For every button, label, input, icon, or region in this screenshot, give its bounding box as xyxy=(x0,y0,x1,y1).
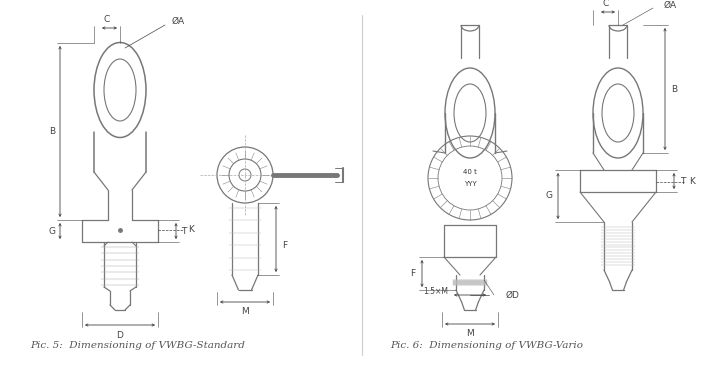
Text: F: F xyxy=(411,269,416,277)
Text: D: D xyxy=(116,330,124,340)
Text: T: T xyxy=(680,177,685,185)
Text: G: G xyxy=(545,191,552,201)
Text: 1.5×M: 1.5×M xyxy=(424,287,448,297)
Text: Pic. 5:  Dimensioning of VWBG-Standard: Pic. 5: Dimensioning of VWBG-Standard xyxy=(30,340,245,350)
Text: K: K xyxy=(689,177,695,187)
Text: K: K xyxy=(188,226,194,234)
Text: B: B xyxy=(49,127,55,135)
Text: M: M xyxy=(466,329,474,337)
Text: Pic. 6:  Dimensioning of VWBG-Vario: Pic. 6: Dimensioning of VWBG-Vario xyxy=(390,340,583,350)
Text: T: T xyxy=(181,226,187,236)
Text: F: F xyxy=(283,241,288,251)
Text: C: C xyxy=(104,14,110,24)
Text: ØD: ØD xyxy=(505,290,519,300)
Text: G: G xyxy=(48,226,56,236)
Text: ØA: ØA xyxy=(664,0,677,10)
Text: M: M xyxy=(241,307,249,315)
Text: C: C xyxy=(603,0,609,7)
Text: YYY: YYY xyxy=(463,181,476,187)
Text: 40 t: 40 t xyxy=(463,169,477,175)
Text: B: B xyxy=(671,85,677,93)
Text: ØA: ØA xyxy=(171,17,184,25)
